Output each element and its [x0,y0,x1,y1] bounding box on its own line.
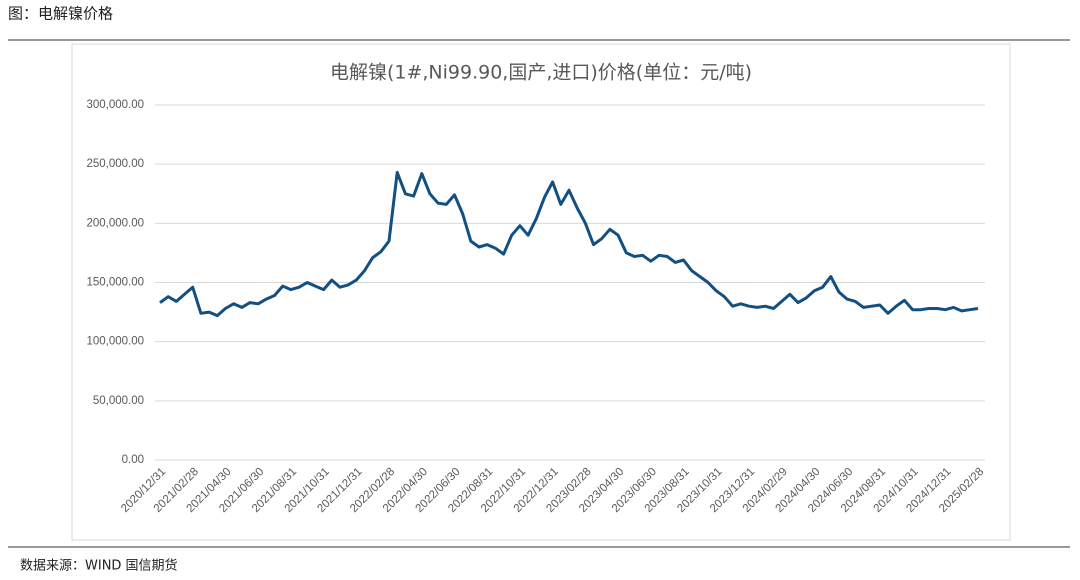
y-tick-label: 0.00 [122,454,144,466]
source: 数据来源：WIND 国信期货 [20,558,178,574]
header: 图：电解镍价格 [8,5,113,23]
y-tick-label: 50,000.00 [93,395,144,407]
chart-title: 电解镍(1#,Ni99.90,国产,进口)价格(单位：元/吨) [330,62,752,84]
y-tick-label: 250,000.00 [86,158,144,170]
y-tick-label: 100,000.00 [86,336,144,348]
y-tick-label: 150,000.00 [86,277,144,289]
line-series [159,170,979,318]
chart-frame [71,43,1011,541]
y-tick-label: 300,000.00 [86,99,144,111]
y-tick-label: 200,000.00 [86,217,144,229]
